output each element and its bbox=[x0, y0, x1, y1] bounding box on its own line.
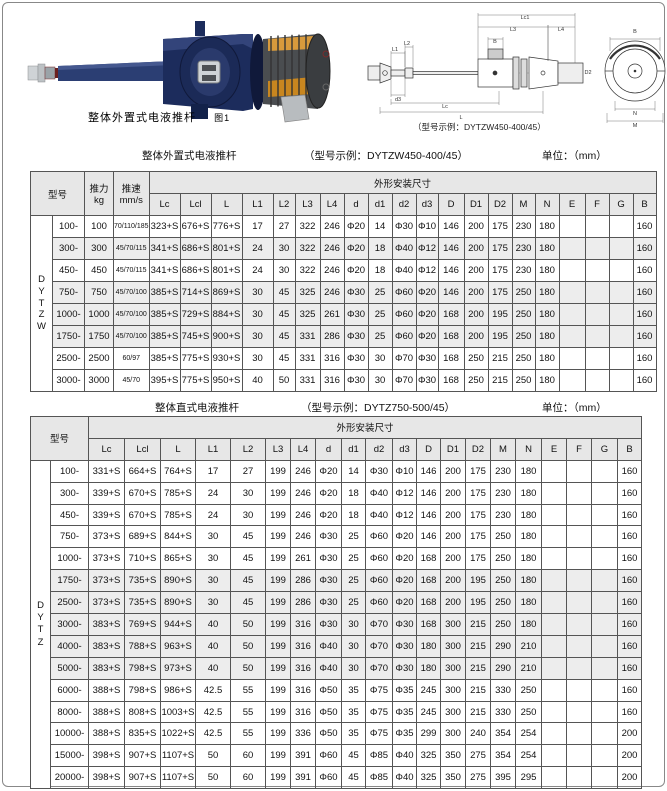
svg-text:B: B bbox=[633, 29, 637, 35]
svg-text:L1: L1 bbox=[392, 47, 398, 53]
svg-text:L4: L4 bbox=[558, 27, 564, 33]
svg-text:Lc: Lc bbox=[442, 104, 448, 110]
svg-text:d3: d3 bbox=[395, 97, 401, 103]
svg-text:B: B bbox=[493, 39, 497, 45]
svg-text:L3: L3 bbox=[510, 27, 516, 33]
svg-text:N: N bbox=[633, 111, 637, 117]
svg-text:M: M bbox=[633, 123, 638, 129]
svg-text:Lc1: Lc1 bbox=[521, 15, 530, 21]
svg-text:L2: L2 bbox=[404, 41, 410, 47]
svg-text:D2: D2 bbox=[584, 70, 591, 76]
